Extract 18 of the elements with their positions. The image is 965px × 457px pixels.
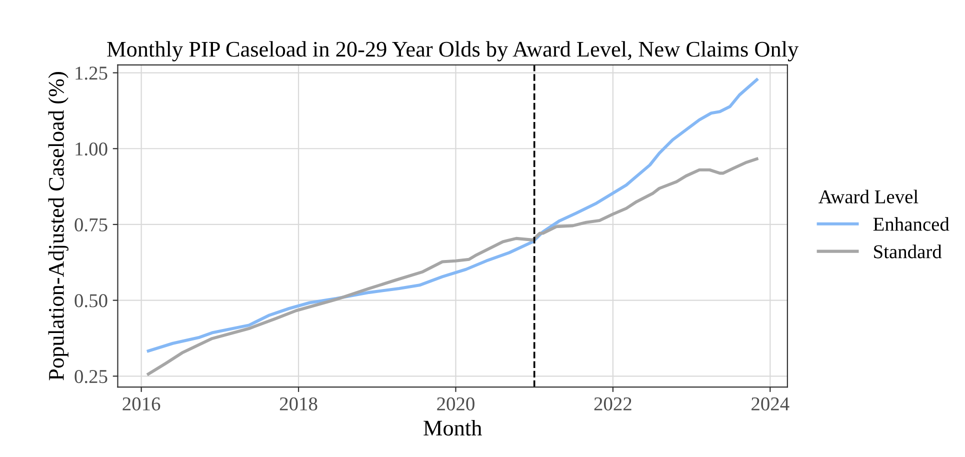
chart-title: Monthly PIP Caseload in 20-29 Year Olds by Award Level, New Claims Only — [107, 41, 799, 62]
x-tick-label: 2016 — [122, 397, 160, 410]
x-tick-label: 2018 — [280, 397, 318, 410]
legend-label: Standard — [874, 244, 942, 258]
x-axis-title: Month — [424, 420, 482, 436]
x-tick-label: 2024 — [752, 397, 790, 410]
y-tick-label: 1.25 — [76, 66, 108, 80]
y-tick-label: 0.75 — [74, 218, 108, 232]
legend-title: Award Level — [818, 190, 918, 204]
line-series — [146, 157, 758, 376]
y-tick-label: 0.50 — [74, 294, 108, 308]
x-tick-label: 2020 — [437, 397, 474, 410]
line-series — [146, 78, 758, 353]
y-axis-title: Population-Adjusted Caseload (%) — [48, 72, 68, 380]
x-tick-label: 2022 — [594, 397, 632, 410]
y-tick-label: 0.25 — [74, 370, 108, 384]
y-tick-label: 1.00 — [76, 142, 108, 156]
legend-label: Enhanced — [873, 217, 950, 231]
